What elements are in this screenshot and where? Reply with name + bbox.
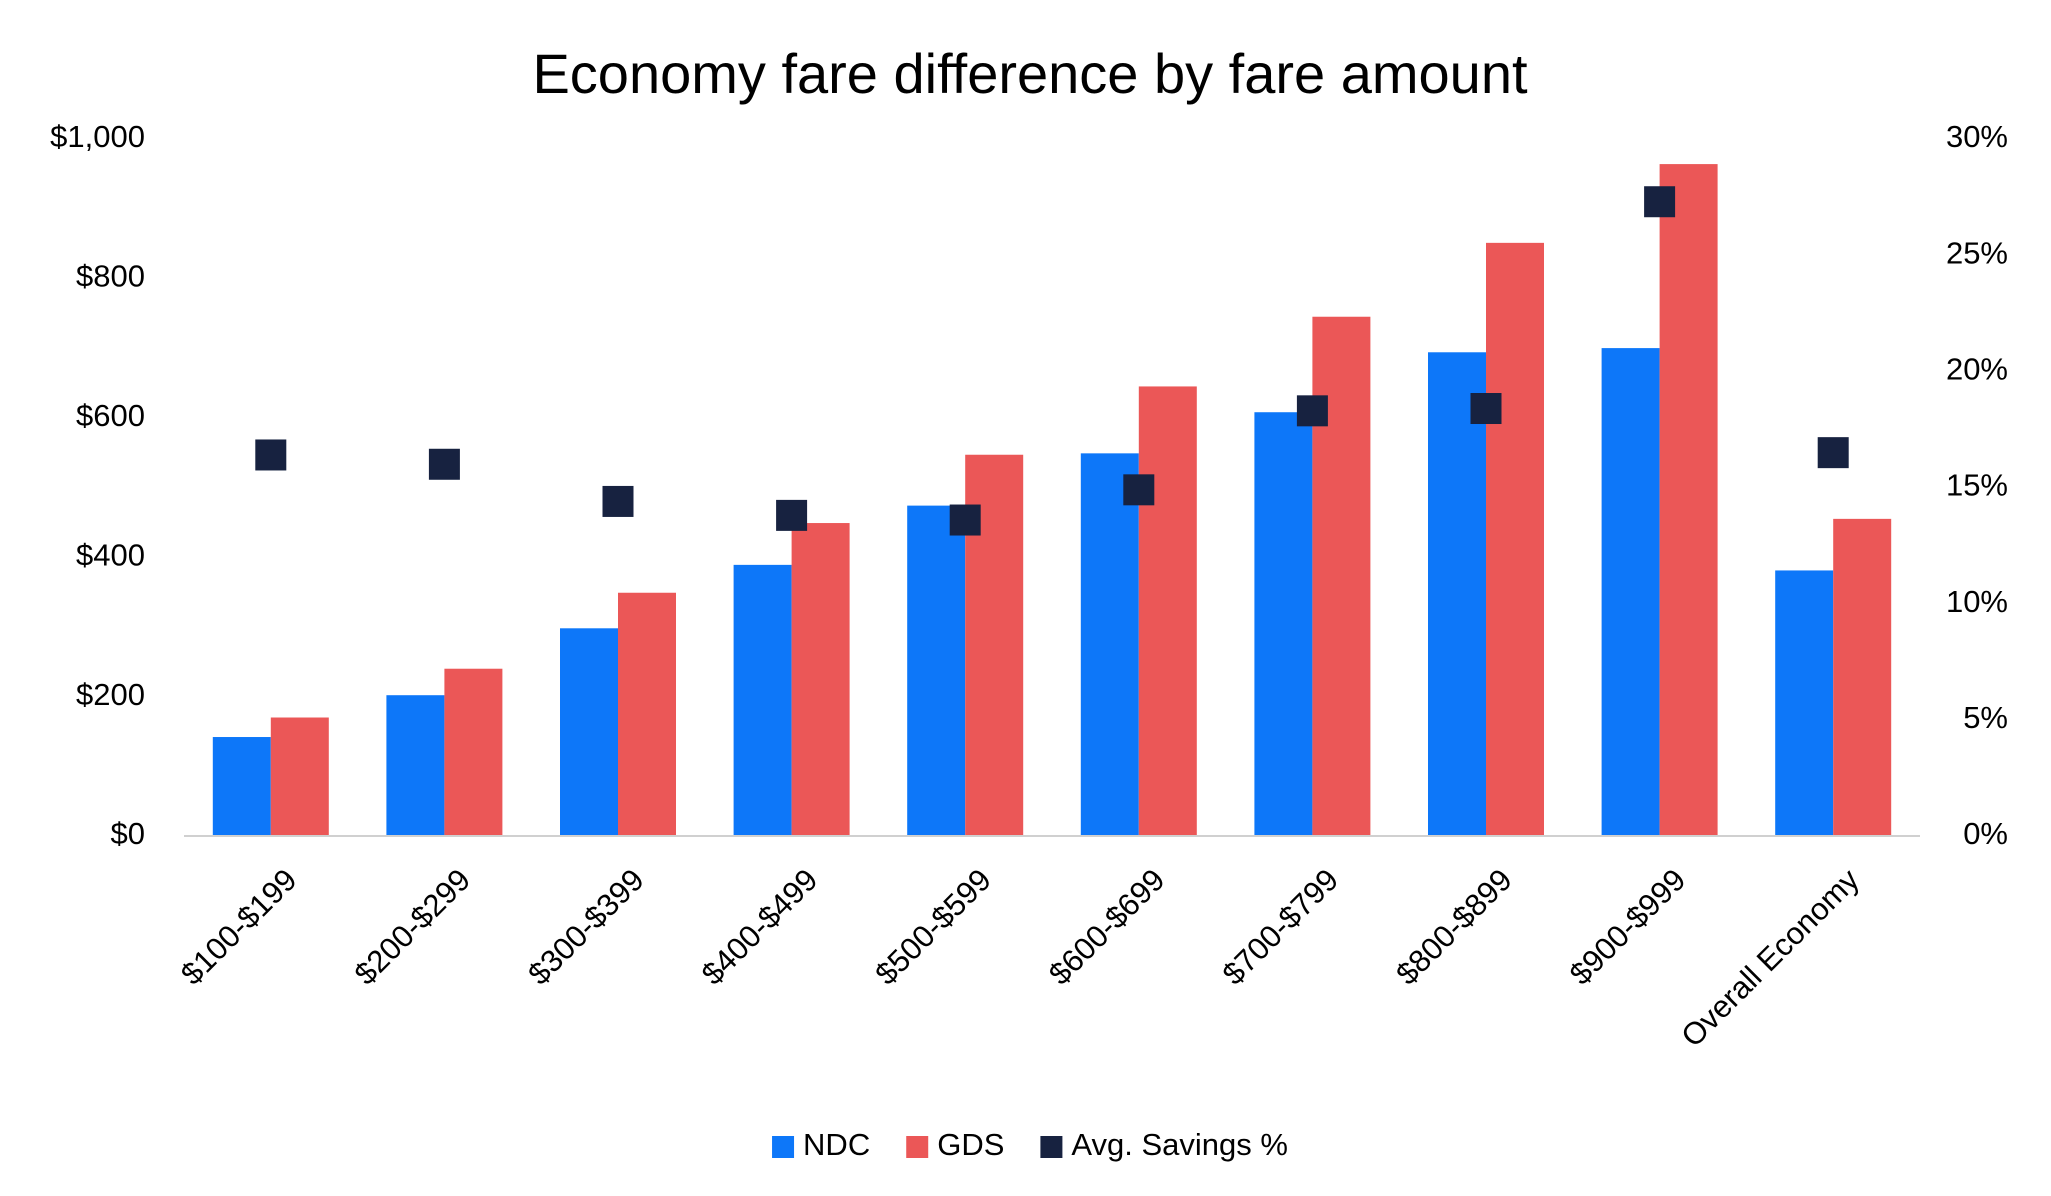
marker [1470, 393, 1502, 425]
x-tick-label: Overall Economy [1674, 862, 1866, 1054]
legend-label: Avg. Savings % [1071, 1127, 1288, 1162]
y-tick-label: $800 [76, 259, 145, 294]
bar [1080, 453, 1139, 836]
bar [560, 628, 618, 836]
marker [1644, 186, 1676, 218]
bar [791, 523, 850, 836]
marker [1123, 474, 1155, 506]
y-tick-label: $0 [111, 816, 145, 851]
x-tick-label: $200-$299 [348, 862, 478, 992]
bar [1833, 518, 1892, 836]
x-tick-label: $500-$599 [868, 862, 998, 992]
bar [1254, 412, 1313, 836]
x-tick-label: $600-$699 [1042, 862, 1172, 992]
bar [1428, 352, 1486, 836]
bar [618, 592, 676, 836]
bar [1138, 386, 1197, 836]
bar [1659, 164, 1718, 837]
y2-tick-label: 15% [1946, 468, 2008, 503]
y-tick-label: $400 [76, 537, 145, 572]
bar [444, 668, 503, 836]
y-tick-label: $600 [76, 398, 145, 433]
bar [733, 564, 792, 836]
bar [907, 505, 966, 836]
y2-tick-label: 5% [1963, 700, 2008, 735]
y2-tick-label: 20% [1946, 352, 2008, 387]
x-tick-label: $700-$799 [1216, 862, 1346, 992]
x-tick-label: $400-$499 [695, 862, 825, 992]
legend-swatch [772, 1136, 795, 1158]
x-tick-label: $800-$899 [1389, 862, 1519, 992]
bar [1775, 570, 1834, 836]
y2-tick-label: 25% [1946, 235, 2008, 270]
legend-label: GDS [937, 1127, 1004, 1162]
marker [776, 499, 808, 531]
chart-title: Economy fare difference by fare amount [532, 42, 1528, 105]
y2-tick-label: 10% [1946, 584, 2008, 619]
marker [428, 448, 460, 480]
bar [1601, 348, 1660, 836]
bar [1312, 316, 1371, 836]
marker [1817, 437, 1849, 469]
legend-label: NDC [803, 1127, 870, 1162]
bar [212, 737, 271, 836]
legend-swatch [1040, 1136, 1063, 1158]
marker [602, 485, 634, 517]
x-tick-label: $100-$199 [174, 862, 304, 992]
y-tick-label: $200 [76, 677, 145, 712]
y2-tick-label: 0% [1963, 816, 2008, 851]
marker [255, 439, 287, 471]
y-tick-label: $1,000 [50, 119, 145, 154]
bar [1486, 242, 1544, 836]
legend-swatch [906, 1136, 929, 1158]
bar [270, 717, 329, 836]
marker [1296, 395, 1328, 427]
marker [949, 504, 981, 536]
bar [386, 695, 445, 836]
x-tick-label: $900-$999 [1563, 862, 1693, 992]
x-tick-label: $300-$399 [521, 862, 651, 992]
legend: NDC GDS Avg. Savings % [772, 1127, 1288, 1162]
y2-tick-label: 30% [1946, 119, 2008, 154]
